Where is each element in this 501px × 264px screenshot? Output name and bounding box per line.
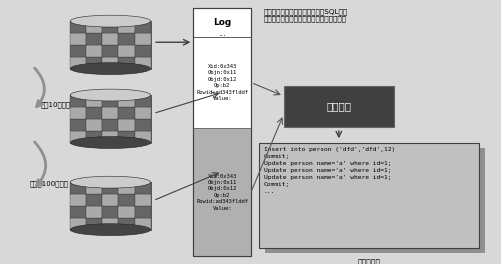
FancyBboxPatch shape [102,45,118,57]
FancyBboxPatch shape [86,21,102,33]
FancyBboxPatch shape [258,143,478,248]
FancyBboxPatch shape [70,194,86,206]
FancyBboxPatch shape [102,206,118,218]
FancyBboxPatch shape [134,131,150,143]
FancyBboxPatch shape [70,33,86,45]
Text: Xid:0x343
Objn:0x11
Objd:0x12
Op:b2
Rowid:ad343flddf
Value:: Xid:0x343 Objn:0x11 Objd:0x12 Op:b2 Rowi… [196,64,247,101]
FancyBboxPatch shape [70,119,86,131]
FancyBboxPatch shape [102,107,118,119]
FancyBboxPatch shape [102,218,118,230]
FancyBboxPatch shape [70,95,86,107]
FancyBboxPatch shape [134,206,150,218]
FancyBboxPatch shape [118,21,134,33]
Text: 插入10行记录: 插入10行记录 [40,102,70,108]
FancyBboxPatch shape [86,119,102,131]
FancyBboxPatch shape [134,218,150,230]
FancyBboxPatch shape [70,131,86,143]
Text: 日志分析: 日志分析 [326,101,351,111]
FancyBboxPatch shape [70,182,86,194]
FancyBboxPatch shape [134,194,150,206]
FancyBboxPatch shape [134,45,150,57]
Ellipse shape [70,136,150,148]
FancyBboxPatch shape [86,194,102,206]
FancyBboxPatch shape [70,107,86,119]
FancyBboxPatch shape [70,57,86,69]
Text: Log: Log [212,18,231,27]
FancyBboxPatch shape [118,206,134,218]
Text: Xid:0x343
Objn:0x11
Objd:0x12
Op:b2
Rowid:ad343flddf
Value:: Xid:0x343 Objn:0x11 Objd:0x12 Op:b2 Rowi… [196,173,247,211]
FancyBboxPatch shape [102,119,118,131]
FancyBboxPatch shape [283,86,393,127]
FancyBboxPatch shape [134,182,150,194]
FancyBboxPatch shape [86,131,102,143]
Ellipse shape [70,63,150,74]
FancyBboxPatch shape [134,21,150,33]
FancyBboxPatch shape [134,33,150,45]
FancyBboxPatch shape [118,119,134,131]
FancyBboxPatch shape [193,8,250,256]
FancyBboxPatch shape [102,33,118,45]
FancyBboxPatch shape [86,107,102,119]
FancyBboxPatch shape [70,45,86,57]
FancyBboxPatch shape [118,57,134,69]
Ellipse shape [70,89,150,101]
FancyBboxPatch shape [102,182,118,194]
FancyBboxPatch shape [134,95,150,107]
FancyBboxPatch shape [70,206,86,218]
FancyBboxPatch shape [118,182,134,194]
Text: 增量数据块: 增量数据块 [357,259,380,264]
FancyBboxPatch shape [86,95,102,107]
FancyBboxPatch shape [134,107,150,119]
FancyBboxPatch shape [102,131,118,143]
FancyBboxPatch shape [70,95,150,143]
FancyBboxPatch shape [118,33,134,45]
Ellipse shape [70,224,150,235]
FancyBboxPatch shape [86,45,102,57]
Text: Insert into person ('dfd','dfd',12)
Commit;
Update person name='a' where id=1;
U: Insert into person ('dfd','dfd',12) Comm… [263,147,394,194]
FancyBboxPatch shape [102,21,118,33]
FancyBboxPatch shape [118,95,134,107]
FancyBboxPatch shape [102,194,118,206]
FancyBboxPatch shape [118,194,134,206]
FancyBboxPatch shape [134,119,150,131]
FancyBboxPatch shape [118,131,134,143]
FancyBboxPatch shape [193,128,250,256]
FancyBboxPatch shape [86,206,102,218]
FancyBboxPatch shape [70,218,86,230]
FancyBboxPatch shape [264,148,484,253]
Text: ...: ... [218,29,225,37]
Text: 修改了100行记录: 修改了100行记录 [30,181,69,187]
Text: 根据日志信息分析出本次交易的SQL语句
关联信息：操作对象、操作类型、操作数据: 根据日志信息分析出本次交易的SQL语句 关联信息：操作对象、操作类型、操作数据 [263,8,347,22]
Ellipse shape [70,176,150,188]
FancyBboxPatch shape [118,45,134,57]
FancyBboxPatch shape [86,57,102,69]
FancyBboxPatch shape [86,182,102,194]
FancyBboxPatch shape [102,57,118,69]
FancyBboxPatch shape [86,218,102,230]
FancyBboxPatch shape [70,21,150,69]
Ellipse shape [70,15,150,27]
FancyBboxPatch shape [118,107,134,119]
FancyBboxPatch shape [70,21,86,33]
FancyBboxPatch shape [70,182,150,230]
FancyBboxPatch shape [134,57,150,69]
FancyBboxPatch shape [86,33,102,45]
FancyBboxPatch shape [102,95,118,107]
FancyBboxPatch shape [118,218,134,230]
